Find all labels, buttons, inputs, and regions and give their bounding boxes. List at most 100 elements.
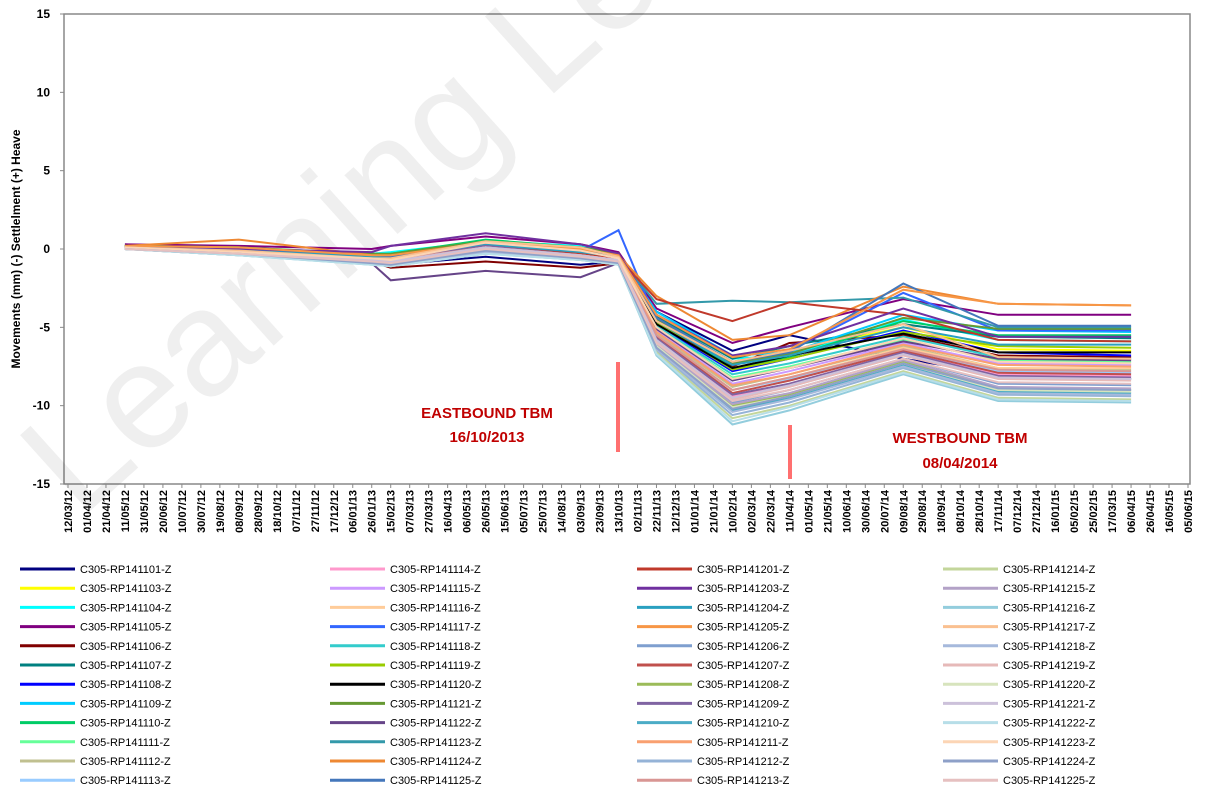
annotation: EASTBOUND TBM bbox=[421, 405, 553, 422]
legend-label: C305-RP141205-Z bbox=[697, 622, 790, 634]
legend-label: C305-RP141213-Z bbox=[697, 775, 790, 787]
y-tick-label: 5 bbox=[43, 164, 50, 178]
x-tick-label: 18/09/14 bbox=[936, 489, 948, 533]
x-tick-label: 11/04/14 bbox=[784, 489, 796, 532]
legend-label: C305-RP141206-Z bbox=[697, 641, 790, 653]
legend-label: C305-RP141101-Z bbox=[80, 564, 172, 576]
legend-label: C305-RP141124-Z bbox=[390, 756, 482, 768]
x-tick-label: 11/05/12 bbox=[120, 490, 132, 532]
x-tick-label: 01/04/12 bbox=[82, 490, 94, 533]
x-tick-label: 10/07/12 bbox=[177, 490, 189, 533]
y-tick-label: 10 bbox=[37, 85, 51, 99]
x-tick-label: 07/12/14 bbox=[1012, 489, 1024, 533]
x-tick-label: 06/04/15 bbox=[1126, 490, 1138, 533]
x-tick-label: 12/03/12 bbox=[63, 490, 75, 533]
x-tick-label: 12/12/13 bbox=[670, 490, 682, 533]
legend-label: C305-RP141209-Z bbox=[697, 698, 790, 710]
x-tick-label: 30/07/12 bbox=[196, 490, 208, 533]
y-tick-label: 15 bbox=[37, 7, 51, 21]
x-tick-label: 21/04/12 bbox=[101, 490, 113, 533]
y-tick-label: 0 bbox=[43, 242, 50, 256]
legend-label: C305-RP141121-Z bbox=[390, 698, 482, 710]
legend-label: C305-RP141220-Z bbox=[1003, 679, 1096, 691]
legend-label: C305-RP141123-Z bbox=[390, 737, 482, 749]
legend-label: C305-RP141120-Z bbox=[390, 679, 482, 691]
legend-label: C305-RP141218-Z bbox=[1003, 641, 1096, 653]
y-tick-label: -5 bbox=[39, 320, 50, 334]
x-tick-label: 27/03/13 bbox=[424, 490, 436, 533]
legend-label: C305-RP141221-Z bbox=[1003, 698, 1096, 710]
x-tick-label: 30/06/14 bbox=[860, 489, 872, 533]
legend-label: C305-RP141222-Z bbox=[1003, 718, 1096, 730]
legend-label: C305-RP141108-Z bbox=[80, 679, 172, 691]
x-tick-label: 17/11/14 bbox=[993, 489, 1005, 532]
x-tick-label: 27/11/12 bbox=[310, 490, 322, 532]
legend-label: C305-RP141107-Z bbox=[80, 660, 172, 672]
legend-label: C305-RP141103-Z bbox=[80, 583, 172, 595]
x-tick-label: 05/07/13 bbox=[519, 490, 531, 533]
x-tick-label: 27/12/14 bbox=[1031, 489, 1043, 533]
x-tick-label: 02/11/13 bbox=[632, 490, 644, 532]
legend-label: C305-RP141210-Z bbox=[697, 718, 790, 730]
x-tick-label: 16/05/15 bbox=[1164, 490, 1176, 533]
x-tick-label: 17/12/12 bbox=[329, 490, 341, 533]
legend-label: C305-RP141216-Z bbox=[1003, 602, 1096, 614]
x-tick-label: 29/08/14 bbox=[917, 489, 929, 533]
x-tick-label: 03/09/13 bbox=[576, 490, 588, 533]
x-tick-label: 09/08/14 bbox=[898, 489, 910, 533]
x-tick-label: 06/05/13 bbox=[462, 490, 474, 533]
x-tick-label: 25/02/15 bbox=[1088, 490, 1100, 533]
x-tick-label: 22/03/14 bbox=[765, 489, 777, 533]
x-tick-label: 28/09/12 bbox=[253, 490, 265, 533]
x-tick-label: 17/03/15 bbox=[1107, 490, 1119, 533]
x-tick-label: 05/02/15 bbox=[1069, 490, 1081, 533]
legend-label: C305-RP141204-Z bbox=[697, 602, 790, 614]
x-tick-label: 16/01/15 bbox=[1050, 490, 1062, 533]
x-tick-label: 26/05/13 bbox=[481, 490, 493, 533]
legend-label: C305-RP141211-Z bbox=[697, 737, 789, 749]
x-tick-label: 08/10/14 bbox=[955, 489, 967, 533]
legend-label: C305-RP141125-Z bbox=[390, 775, 482, 787]
series-line bbox=[124, 241, 1132, 359]
legend-label: C305-RP141212-Z bbox=[697, 756, 790, 768]
x-tick-label: 25/07/13 bbox=[538, 490, 550, 533]
x-tick-label: 20/07/14 bbox=[879, 489, 891, 533]
x-tick-label: 07/11/12 bbox=[291, 490, 303, 532]
legend-label: C305-RP141112-Z bbox=[80, 756, 171, 768]
legend-label: C305-RP141115-Z bbox=[390, 583, 481, 595]
legend-label: C305-RP141215-Z bbox=[1003, 583, 1096, 595]
x-tick-label: 26/01/13 bbox=[367, 490, 379, 533]
legend-label: C305-RP141219-Z bbox=[1003, 660, 1096, 672]
x-tick-label: 14/08/13 bbox=[557, 490, 569, 533]
annotation: 08/04/2014 bbox=[922, 455, 998, 472]
legend-label: C305-RP141119-Z bbox=[390, 660, 481, 672]
legend-label: C305-RP141104-Z bbox=[80, 602, 172, 614]
x-tick-label: 21/01/14 bbox=[708, 489, 720, 533]
x-tick-label: 05/06/15 bbox=[1183, 490, 1195, 533]
legend-label: C305-RP141224-Z bbox=[1003, 756, 1096, 768]
legend-label: C305-RP141201-Z bbox=[697, 564, 790, 576]
y-tick-label: -15 bbox=[33, 477, 51, 491]
x-tick-label: 01/01/14 bbox=[689, 489, 701, 533]
annotation: 16/10/2013 bbox=[449, 429, 524, 446]
x-tick-label: 31/05/12 bbox=[139, 490, 151, 533]
legend-label: C305-RP141105-Z bbox=[80, 622, 172, 634]
eastbound-marker bbox=[616, 362, 620, 452]
x-tick-label: 07/03/13 bbox=[405, 490, 417, 533]
x-tick-label: 15/06/13 bbox=[500, 490, 512, 533]
series-line bbox=[124, 232, 1132, 357]
series-line bbox=[124, 241, 1132, 381]
legend-label: C305-RP141111-Z bbox=[80, 737, 170, 749]
x-tick-label: 16/04/13 bbox=[443, 490, 455, 533]
legend-label: C305-RP141113-Z bbox=[80, 775, 171, 787]
series-line bbox=[124, 247, 1132, 403]
legend-label: C305-RP141117-Z bbox=[390, 622, 481, 634]
westbound-marker bbox=[788, 425, 792, 479]
x-tick-label: 08/09/12 bbox=[234, 490, 246, 533]
x-tick-label: 23/09/13 bbox=[595, 490, 607, 533]
x-tick-label: 28/10/14 bbox=[974, 489, 986, 533]
legend-label: C305-RP141217-Z bbox=[1003, 622, 1096, 634]
x-tick-label: 18/10/12 bbox=[272, 490, 284, 533]
legend-label: C305-RP141116-Z bbox=[390, 602, 481, 614]
